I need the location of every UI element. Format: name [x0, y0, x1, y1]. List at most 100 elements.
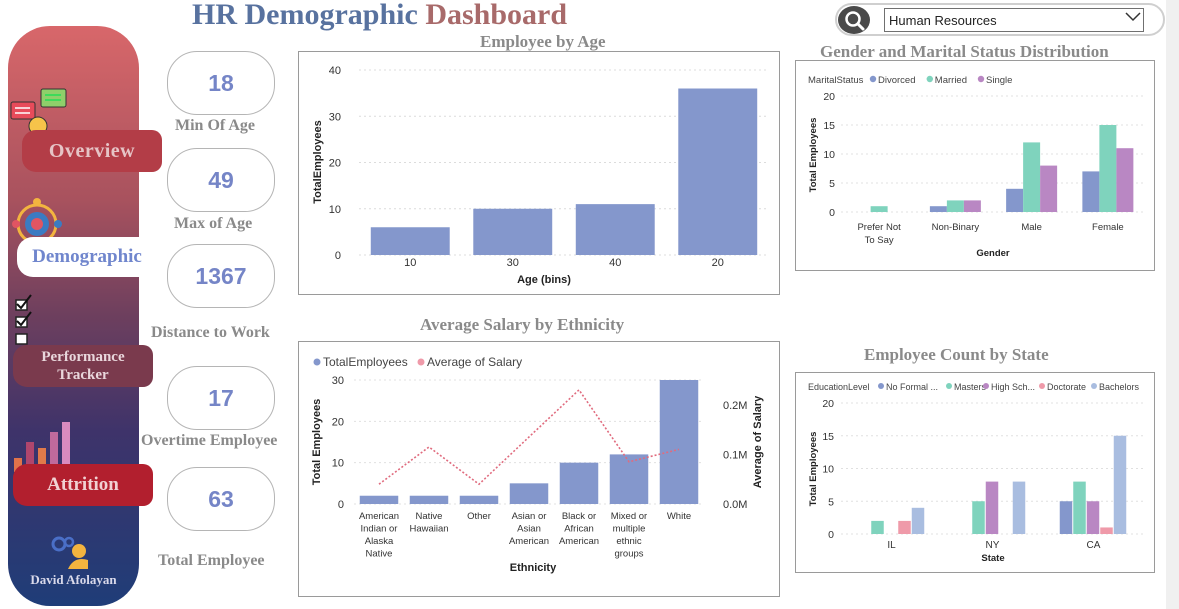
state-chart: EducationLevel No Formal ... Masters High S…: [808, 382, 1144, 564]
nav-overview-label: Overview: [48, 139, 136, 162]
legend-marker: [313, 358, 321, 366]
search-button[interactable]: [838, 6, 870, 34]
legend-marker: [983, 383, 989, 389]
x-tick-label: Alaska: [365, 536, 394, 547]
x-tick-label: Prefer Not: [857, 222, 901, 233]
legend-marker: [417, 358, 425, 366]
age-chart-title: Employee by Age: [480, 32, 606, 51]
y-tick-label: 5: [828, 496, 834, 508]
x-tick-label: IL: [887, 540, 896, 551]
bar: [911, 507, 925, 534]
legend-label: Bachelors: [1099, 382, 1140, 392]
bar-growth-icon: [14, 422, 70, 472]
nav-performance-label-line2: Tracker: [57, 367, 109, 383]
kpi-min-age-value: 18: [208, 69, 234, 96]
chevron-down-icon[interactable]: [1124, 10, 1142, 24]
bar: [1113, 435, 1127, 534]
y-tick-label: 40: [329, 65, 341, 77]
bar: [1006, 188, 1024, 212]
nav-performance-label-line1: Performance: [41, 349, 125, 365]
state-chart-panel: EducationLevel No Formal ... Masters High S…: [795, 372, 1155, 573]
bar: [359, 495, 399, 504]
x-tick-label: Asian or: [512, 511, 547, 522]
kpi-total-employee: 63: [167, 467, 275, 531]
nav-overview[interactable]: Overview: [22, 130, 162, 172]
x-tick-label: White: [667, 511, 691, 522]
bar: [1012, 481, 1026, 534]
gender-chart-panel: MaritalStatus Divorced Married Single 0 5 10 15…: [795, 60, 1155, 271]
salary-chart: TotalEmployees Average of Salary 0 10 20 30 0.…: [311, 355, 764, 574]
y2-tick-label: 0.2M: [723, 400, 747, 412]
kpi-distance-value: 1367: [195, 262, 247, 289]
kpi-overtime-value: 17: [208, 384, 234, 411]
x-tick-label: Mixed or: [611, 511, 647, 522]
bar: [1073, 481, 1086, 534]
nav-attrition[interactable]: Attrition: [13, 464, 153, 506]
y-tick-label: 20: [823, 91, 835, 103]
y2-axis-label: Average of Salary: [752, 395, 764, 488]
author-name: David Afolayan: [30, 572, 117, 587]
legend-label: Divorced: [878, 75, 916, 86]
bar: [1023, 142, 1041, 212]
legend-label: Single: [986, 75, 1012, 86]
salary-line: [378, 388, 680, 486]
y-tick-label: 20: [822, 398, 834, 410]
y-tick-label: 10: [823, 149, 835, 161]
x-tick-label: groups: [614, 549, 643, 560]
nav-attrition-label: Attrition: [47, 474, 119, 495]
legend-title: EducationLevel: [808, 382, 870, 392]
salary-chart-title: Average Salary by Ethnicity: [420, 315, 625, 334]
legend-marker: [869, 75, 877, 83]
bar: [1099, 125, 1117, 212]
x-tick-label: 20: [712, 257, 724, 269]
kpi-max-age-label: Max of Age: [174, 215, 253, 232]
kpi-distance: 1367: [167, 244, 275, 308]
bar: [985, 481, 999, 534]
x-tick-label: Native: [416, 511, 443, 522]
x-tick-label: Hawaiian: [409, 524, 448, 535]
nav-demographic-label: Demographic: [32, 246, 142, 267]
kpi-max-age: 49: [167, 148, 275, 212]
x-tick-label: Male: [1021, 222, 1042, 233]
nav-performance-tracker[interactable]: Performance Tracker: [13, 345, 153, 387]
legend-marker: [946, 383, 952, 389]
bar: [473, 208, 553, 255]
title-part2: Dashboard: [425, 0, 568, 31]
legend-label: Doctorate: [1047, 382, 1086, 392]
legend-marker: [1091, 383, 1097, 389]
legend-marker: [977, 75, 985, 83]
y-tick-label: 0: [338, 499, 344, 511]
x-axis-label: Gender: [976, 248, 1010, 259]
x-axis-label: Ethnicity: [510, 562, 557, 574]
legend-marker: [1039, 383, 1045, 389]
x-tick-label: Indian or: [361, 524, 398, 535]
y-tick-label: 10: [332, 458, 344, 470]
checklist-icon: [15, 294, 32, 345]
x-axis-label: Age (bins): [517, 274, 571, 286]
bar: [972, 501, 985, 534]
x-axis-label: State: [981, 553, 1004, 564]
kpi-min-age-label: Min Of Age: [175, 117, 255, 134]
legend-marker: [878, 383, 884, 389]
bar: [575, 204, 655, 255]
y-axis-label: Total Employees: [808, 118, 819, 193]
y-tick-label: 0: [335, 250, 341, 262]
y-axis-label: TotalEmployees: [312, 120, 324, 204]
kpi-overtime-label: Overtime Employee: [141, 432, 278, 449]
legend-label: High Sch...: [991, 382, 1035, 392]
bar: [1086, 501, 1100, 534]
y2-tick-label: 0.1M: [723, 449, 747, 461]
salary-chart-panel: TotalEmployees Average of Salary 0 10 20 30 0.…: [298, 341, 780, 597]
nav-demographic[interactable]: Demographic: [17, 237, 157, 277]
y-tick-label: 20: [329, 158, 341, 170]
x-tick-label: American: [359, 511, 399, 522]
department-select[interactable]: Human Resources: [884, 8, 1144, 32]
kpi-distance-label: Distance to Work: [151, 324, 270, 341]
age-chart-panel: 0 10 20 30 40 10 30 40 20 Age (bins) TotalEmployee…: [298, 51, 780, 295]
bar: [509, 483, 549, 504]
legend-label: Married: [935, 75, 967, 86]
y-tick-label: 5: [829, 178, 835, 190]
x-tick-label: Asian: [517, 524, 541, 535]
y-tick-label: 10: [329, 204, 341, 216]
x-tick-label: American: [559, 536, 599, 547]
